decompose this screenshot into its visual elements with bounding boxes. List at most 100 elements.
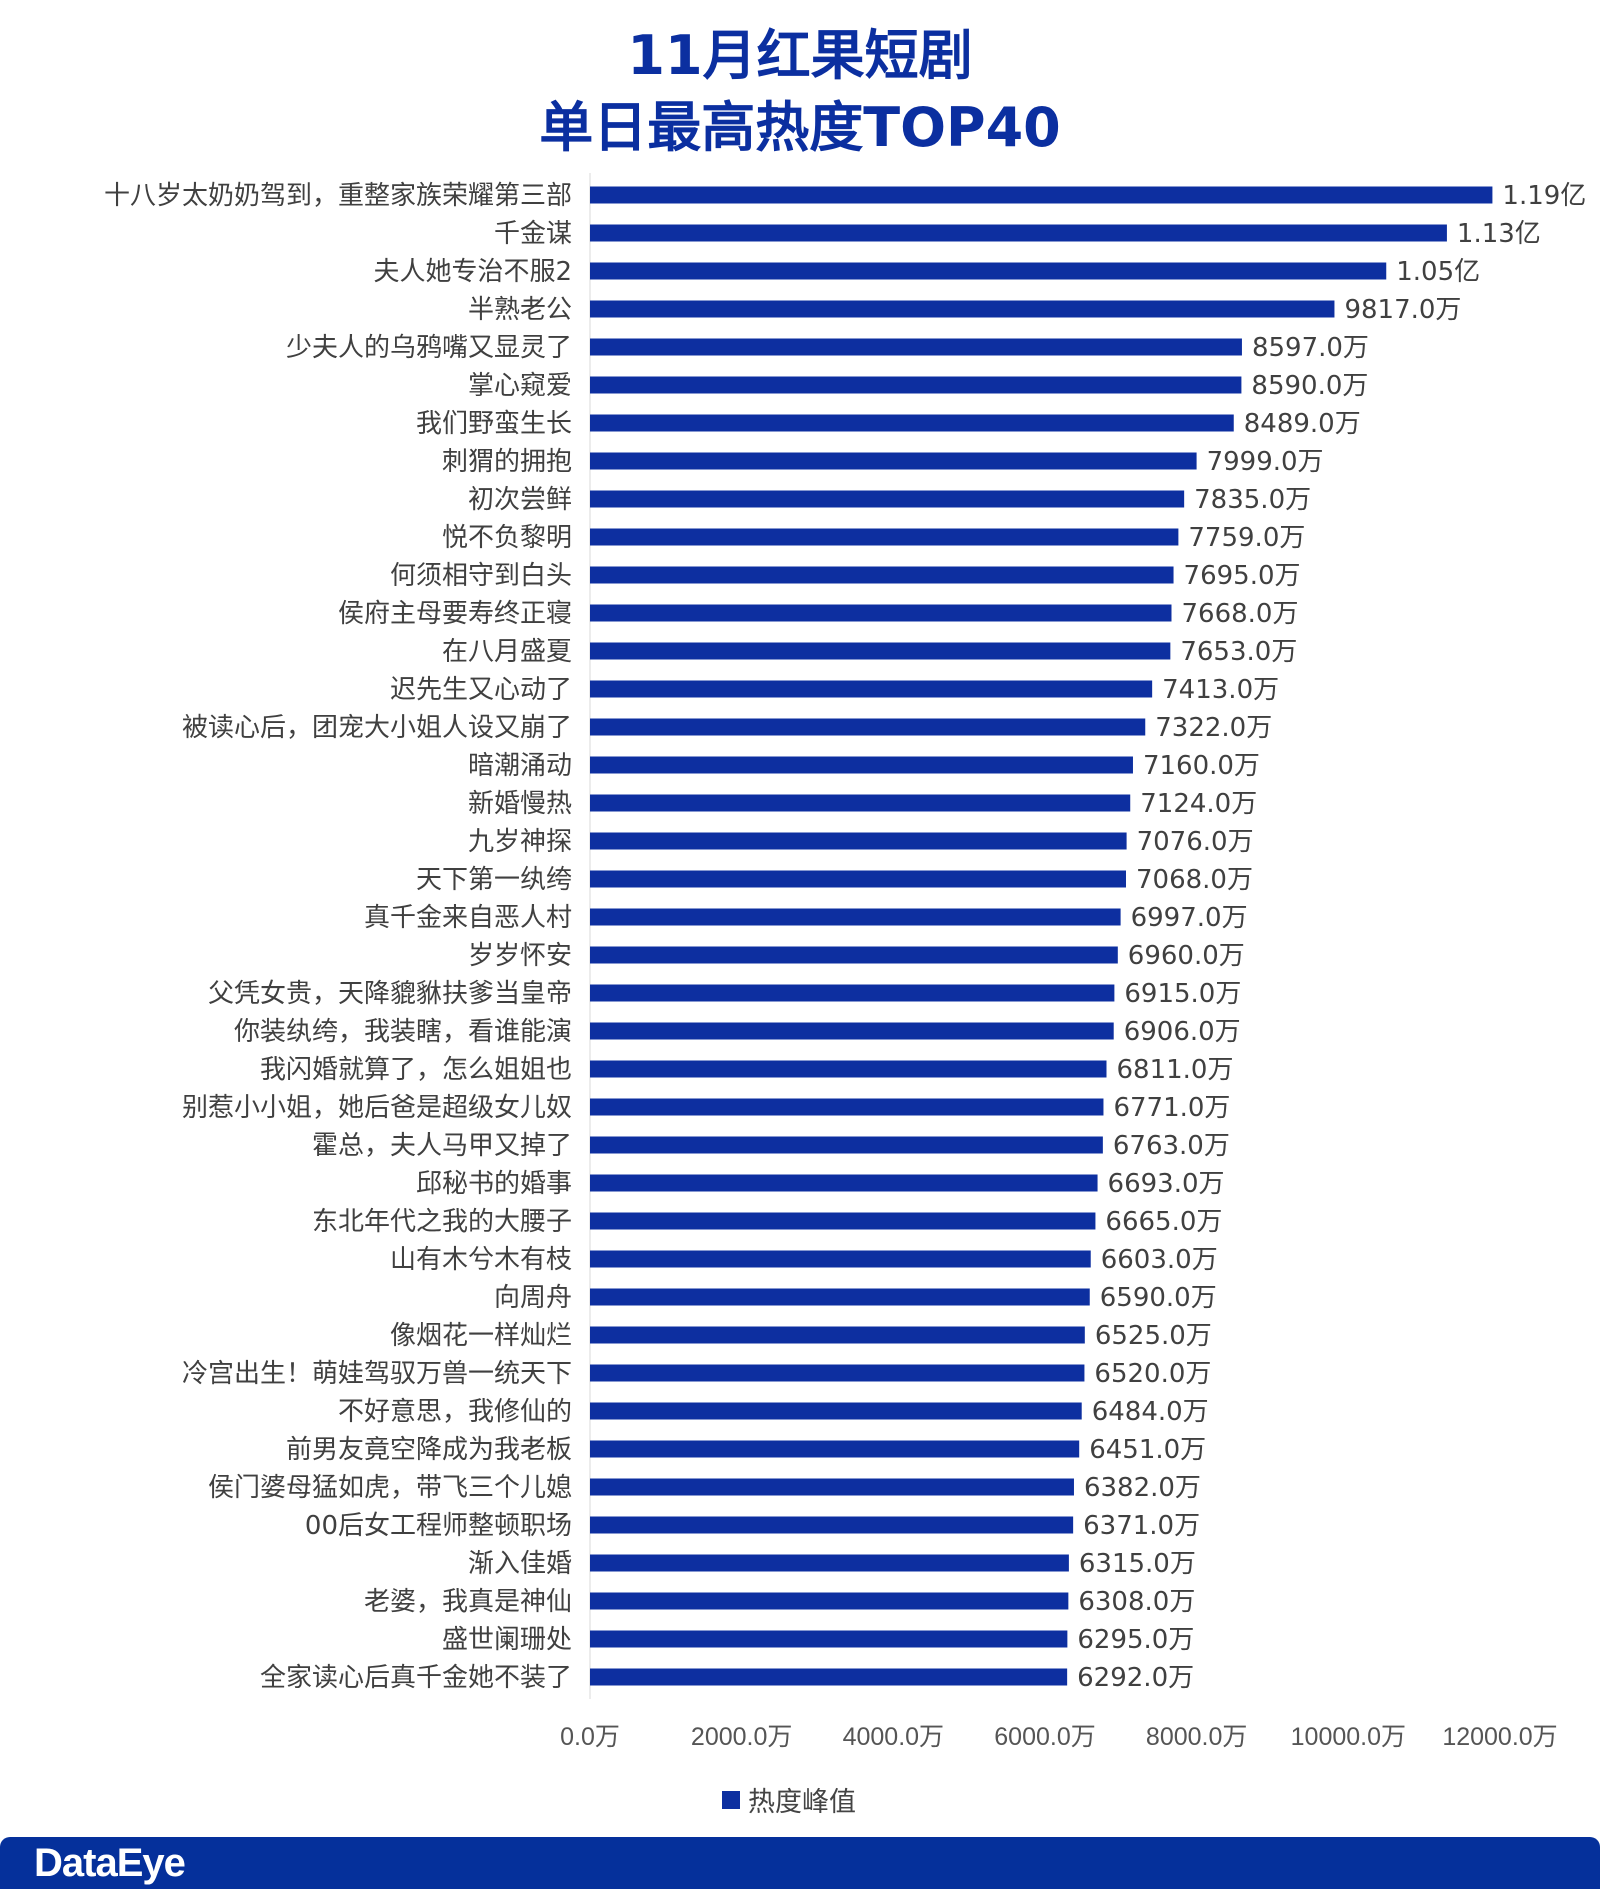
category-label: 霍总，夫人马甲又掉了	[312, 1131, 572, 1161]
bar	[590, 224, 1447, 242]
value-label: 6382.0万	[1084, 1473, 1201, 1503]
bar	[590, 566, 1174, 584]
value-label: 9817.0万	[1344, 295, 1461, 325]
value-label: 6295.0万	[1077, 1625, 1194, 1655]
category-label: 邱秘书的婚事	[416, 1169, 572, 1199]
category-label: 侯门婆母猛如虎，带飞三个儿媳	[208, 1473, 572, 1503]
value-label: 7076.0万	[1137, 827, 1254, 857]
legend-swatch	[722, 1790, 740, 1809]
bar	[590, 1364, 1085, 1382]
value-label: 6763.0万	[1113, 1131, 1230, 1161]
bar	[590, 376, 1242, 394]
bar	[590, 1136, 1103, 1154]
bar	[590, 186, 1493, 204]
category-label: 十八岁太奶奶驾到，重整家族荣耀第三部	[104, 181, 572, 211]
value-label: 6906.0万	[1124, 1017, 1241, 1047]
chart-title-line-2: 单日最高热度TOP40	[539, 96, 1061, 159]
category-label: 千金谋	[494, 219, 572, 249]
value-label: 6292.0万	[1077, 1663, 1194, 1693]
dataeye-logo: DataEye	[34, 1841, 186, 1885]
category-label: 东北年代之我的大腰子	[312, 1207, 572, 1237]
value-label: 1.19亿	[1502, 181, 1586, 211]
category-label: 初次尝鲜	[468, 485, 572, 515]
category-label: 新婚慢热	[468, 789, 572, 819]
value-label: 6915.0万	[1124, 979, 1241, 1009]
category-label: 岁岁怀安	[468, 941, 572, 971]
category-label: 前男友竟空降成为我老板	[286, 1435, 572, 1465]
value-label: 6665.0万	[1105, 1207, 1222, 1237]
value-label: 7124.0万	[1140, 789, 1257, 819]
value-label: 6520.0万	[1094, 1359, 1211, 1389]
footer-bar: DataEye	[0, 1837, 1600, 1889]
bar	[590, 1402, 1082, 1420]
bar	[590, 1326, 1085, 1344]
x-tick-label: 8000.0万	[1146, 1723, 1247, 1751]
x-tick-label: 10000.0万	[1291, 1723, 1406, 1751]
bar	[590, 794, 1131, 812]
bar	[590, 452, 1197, 470]
x-tick-label: 0.0万	[560, 1723, 620, 1751]
bar	[590, 1668, 1068, 1686]
category-label: 刺猬的拥抱	[442, 447, 572, 477]
value-label: 6960.0万	[1128, 941, 1245, 971]
bar	[590, 262, 1387, 280]
bar	[590, 1212, 1096, 1230]
value-label: 7653.0万	[1180, 637, 1297, 667]
bar	[590, 414, 1234, 432]
bar	[590, 490, 1185, 508]
bar	[590, 718, 1146, 736]
category-label: 暗潮涌动	[468, 751, 572, 781]
category-label: 00后女工程师整顿职场	[305, 1511, 572, 1541]
value-label: 7160.0万	[1143, 751, 1260, 781]
bar	[590, 1554, 1069, 1572]
bar	[590, 300, 1335, 318]
bar	[590, 1630, 1068, 1648]
bar	[590, 1250, 1091, 1268]
category-label: 老婆，我真是神仙	[364, 1587, 572, 1617]
category-label: 少夫人的乌鸦嘴又显灵了	[286, 333, 572, 363]
bar	[590, 1022, 1114, 1040]
bar	[590, 908, 1121, 926]
x-tick-label: 4000.0万	[843, 1723, 944, 1751]
value-label: 7068.0万	[1136, 865, 1253, 895]
category-label: 半熟老公	[468, 295, 572, 325]
value-label: 7695.0万	[1184, 561, 1301, 591]
value-label: 6693.0万	[1108, 1169, 1225, 1199]
value-label: 8597.0万	[1252, 333, 1369, 363]
bar	[590, 1440, 1080, 1458]
value-label: 6590.0万	[1100, 1283, 1217, 1313]
bar	[590, 1288, 1090, 1306]
legend-label: 热度峰值	[748, 1787, 856, 1818]
category-label: 渐入佳婚	[468, 1549, 572, 1579]
bar	[590, 832, 1127, 850]
category-label: 向周舟	[494, 1283, 572, 1313]
category-label: 悦不负黎明	[442, 523, 572, 553]
category-label: 天下第一纨绔	[416, 865, 572, 895]
bar	[590, 1592, 1069, 1610]
category-label: 冷宫出生！萌娃驾驭万兽一统天下	[182, 1359, 572, 1389]
category-label: 别惹小小姐，她后爸是超级女儿奴	[182, 1093, 572, 1123]
category-label: 盛世阑珊处	[442, 1625, 572, 1655]
x-tick-label: 12000.0万	[1442, 1723, 1557, 1751]
value-label: 6371.0万	[1083, 1511, 1200, 1541]
value-label: 6603.0万	[1101, 1245, 1218, 1275]
value-label: 6315.0万	[1079, 1549, 1196, 1579]
bar	[590, 1174, 1098, 1192]
value-label: 6484.0万	[1092, 1397, 1209, 1427]
value-label: 7322.0万	[1155, 713, 1272, 743]
value-label: 7999.0万	[1207, 447, 1324, 477]
value-label: 7413.0万	[1162, 675, 1279, 705]
value-label: 6811.0万	[1117, 1055, 1234, 1085]
value-label: 6451.0万	[1089, 1435, 1206, 1465]
value-label: 8590.0万	[1251, 371, 1368, 401]
category-label: 夫人她专治不服2	[373, 257, 572, 287]
category-label: 被读心后，团宠大小姐人设又崩了	[182, 713, 572, 743]
x-tick-label: 2000.0万	[691, 1723, 792, 1751]
chart-title-line-1: 11月红果短剧	[627, 24, 973, 87]
category-label: 迟先生又心动了	[390, 675, 572, 705]
category-label: 我闪婚就算了，怎么姐姐也	[260, 1055, 572, 1085]
category-label: 我们野蛮生长	[416, 409, 572, 439]
bar	[590, 984, 1115, 1002]
bar	[590, 1098, 1104, 1116]
